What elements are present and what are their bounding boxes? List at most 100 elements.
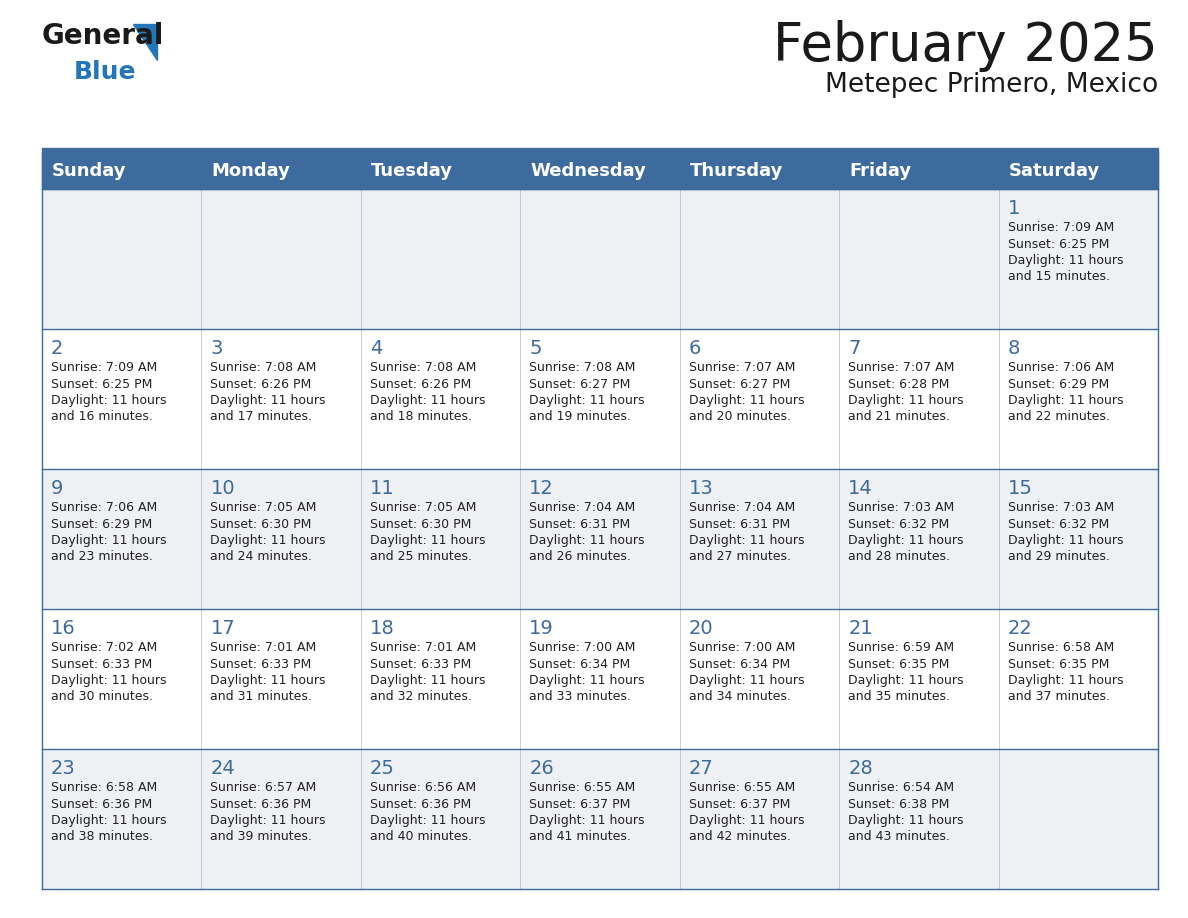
Text: Daylight: 11 hours: Daylight: 11 hours (689, 674, 804, 687)
Text: Sunset: 6:26 PM: Sunset: 6:26 PM (369, 377, 472, 390)
Text: Daylight: 11 hours: Daylight: 11 hours (848, 394, 963, 407)
Text: Sunset: 6:30 PM: Sunset: 6:30 PM (210, 518, 311, 531)
Text: Daylight: 11 hours: Daylight: 11 hours (848, 814, 963, 827)
Text: Sunrise: 7:06 AM: Sunrise: 7:06 AM (51, 501, 157, 514)
Text: Sunset: 6:29 PM: Sunset: 6:29 PM (51, 518, 152, 531)
Text: 8: 8 (1007, 339, 1020, 358)
Text: 23: 23 (51, 759, 76, 778)
Text: Daylight: 11 hours: Daylight: 11 hours (210, 814, 326, 827)
Text: Daylight: 11 hours: Daylight: 11 hours (210, 674, 326, 687)
Text: Sunrise: 7:07 AM: Sunrise: 7:07 AM (689, 361, 795, 374)
Text: 10: 10 (210, 479, 235, 498)
Text: and 30 minutes.: and 30 minutes. (51, 690, 153, 703)
Bar (42, 189, 1158, 329)
Text: Sunset: 6:33 PM: Sunset: 6:33 PM (51, 657, 152, 670)
Text: Sunset: 6:34 PM: Sunset: 6:34 PM (530, 657, 631, 670)
Text: Sunset: 6:28 PM: Sunset: 6:28 PM (848, 377, 949, 390)
Text: 26: 26 (530, 759, 554, 778)
Text: Sunrise: 7:01 AM: Sunrise: 7:01 AM (210, 641, 317, 654)
Text: and 22 minutes.: and 22 minutes. (1007, 410, 1110, 423)
Text: Sunset: 6:32 PM: Sunset: 6:32 PM (1007, 518, 1108, 531)
Text: Daylight: 11 hours: Daylight: 11 hours (848, 534, 963, 547)
Text: Daylight: 11 hours: Daylight: 11 hours (689, 534, 804, 547)
Text: Daylight: 11 hours: Daylight: 11 hours (1007, 254, 1123, 267)
Text: and 20 minutes.: and 20 minutes. (689, 410, 791, 423)
Text: Friday: Friday (849, 162, 911, 180)
Text: Sunrise: 6:56 AM: Sunrise: 6:56 AM (369, 781, 476, 794)
Text: Daylight: 11 hours: Daylight: 11 hours (210, 394, 326, 407)
Text: and 15 minutes.: and 15 minutes. (1007, 271, 1110, 284)
Text: 16: 16 (51, 619, 76, 638)
Text: Daylight: 11 hours: Daylight: 11 hours (51, 814, 166, 827)
Text: Sunrise: 6:54 AM: Sunrise: 6:54 AM (848, 781, 954, 794)
Text: and 17 minutes.: and 17 minutes. (210, 410, 312, 423)
Text: Sunrise: 7:06 AM: Sunrise: 7:06 AM (1007, 361, 1114, 374)
Text: 17: 17 (210, 619, 235, 638)
Text: Sunset: 6:38 PM: Sunset: 6:38 PM (848, 798, 949, 811)
Text: Daylight: 11 hours: Daylight: 11 hours (51, 674, 166, 687)
Text: 25: 25 (369, 759, 394, 778)
Text: Wednesday: Wednesday (530, 162, 646, 180)
Text: 2: 2 (51, 339, 63, 358)
Text: 3: 3 (210, 339, 223, 358)
Text: 12: 12 (530, 479, 554, 498)
Text: 20: 20 (689, 619, 713, 638)
Text: and 37 minutes.: and 37 minutes. (1007, 690, 1110, 703)
Text: Sunset: 6:25 PM: Sunset: 6:25 PM (1007, 238, 1108, 251)
Text: 14: 14 (848, 479, 873, 498)
Text: Sunrise: 7:03 AM: Sunrise: 7:03 AM (1007, 501, 1114, 514)
Text: and 27 minutes.: and 27 minutes. (689, 551, 791, 564)
Text: Sunset: 6:32 PM: Sunset: 6:32 PM (848, 518, 949, 531)
Text: 4: 4 (369, 339, 383, 358)
Text: 6: 6 (689, 339, 701, 358)
Text: Daylight: 11 hours: Daylight: 11 hours (530, 814, 645, 827)
Text: Sunset: 6:33 PM: Sunset: 6:33 PM (210, 657, 311, 670)
Text: Sunrise: 7:05 AM: Sunrise: 7:05 AM (210, 501, 317, 514)
Text: Sunset: 6:35 PM: Sunset: 6:35 PM (848, 657, 949, 670)
Text: 18: 18 (369, 619, 394, 638)
Text: Sunrise: 7:01 AM: Sunrise: 7:01 AM (369, 641, 476, 654)
Text: and 42 minutes.: and 42 minutes. (689, 831, 790, 844)
Text: Sunrise: 6:55 AM: Sunrise: 6:55 AM (689, 781, 795, 794)
Text: Sunset: 6:36 PM: Sunset: 6:36 PM (51, 798, 152, 811)
Text: Daylight: 11 hours: Daylight: 11 hours (369, 534, 486, 547)
Text: 7: 7 (848, 339, 860, 358)
Text: 19: 19 (530, 619, 554, 638)
Text: and 19 minutes.: and 19 minutes. (530, 410, 631, 423)
Text: Sunset: 6:31 PM: Sunset: 6:31 PM (530, 518, 631, 531)
Text: Sunset: 6:26 PM: Sunset: 6:26 PM (210, 377, 311, 390)
Text: and 23 minutes.: and 23 minutes. (51, 551, 153, 564)
Text: Daylight: 11 hours: Daylight: 11 hours (51, 534, 166, 547)
Text: and 16 minutes.: and 16 minutes. (51, 410, 153, 423)
Text: Daylight: 11 hours: Daylight: 11 hours (369, 394, 486, 407)
Text: Sunrise: 7:05 AM: Sunrise: 7:05 AM (369, 501, 476, 514)
Text: Sunset: 6:37 PM: Sunset: 6:37 PM (530, 798, 631, 811)
Text: Blue: Blue (74, 60, 137, 84)
Bar (42, 148, 1158, 153)
Text: Sunrise: 7:03 AM: Sunrise: 7:03 AM (848, 501, 954, 514)
Text: Sunrise: 6:58 AM: Sunrise: 6:58 AM (1007, 641, 1114, 654)
Text: Tuesday: Tuesday (371, 162, 453, 180)
Text: 1: 1 (1007, 199, 1020, 218)
Text: Thursday: Thursday (690, 162, 783, 180)
Text: Daylight: 11 hours: Daylight: 11 hours (369, 674, 486, 687)
Text: Daylight: 11 hours: Daylight: 11 hours (689, 814, 804, 827)
Text: and 40 minutes.: and 40 minutes. (369, 831, 472, 844)
Text: 22: 22 (1007, 619, 1032, 638)
Text: Daylight: 11 hours: Daylight: 11 hours (1007, 534, 1123, 547)
Text: Sunrise: 7:07 AM: Sunrise: 7:07 AM (848, 361, 954, 374)
Text: and 32 minutes.: and 32 minutes. (369, 690, 472, 703)
Text: General: General (42, 22, 164, 50)
Text: and 21 minutes.: and 21 minutes. (848, 410, 950, 423)
Text: Sunset: 6:29 PM: Sunset: 6:29 PM (1007, 377, 1108, 390)
Text: Sunset: 6:27 PM: Sunset: 6:27 PM (689, 377, 790, 390)
Bar (42, 469, 1158, 609)
Text: Daylight: 11 hours: Daylight: 11 hours (689, 394, 804, 407)
Text: and 34 minutes.: and 34 minutes. (689, 690, 790, 703)
Text: Daylight: 11 hours: Daylight: 11 hours (530, 394, 645, 407)
Text: Sunset: 6:34 PM: Sunset: 6:34 PM (689, 657, 790, 670)
Text: Sunrise: 6:58 AM: Sunrise: 6:58 AM (51, 781, 157, 794)
Text: and 26 minutes.: and 26 minutes. (530, 551, 631, 564)
Text: Daylight: 11 hours: Daylight: 11 hours (210, 534, 326, 547)
Text: Sunset: 6:27 PM: Sunset: 6:27 PM (530, 377, 631, 390)
